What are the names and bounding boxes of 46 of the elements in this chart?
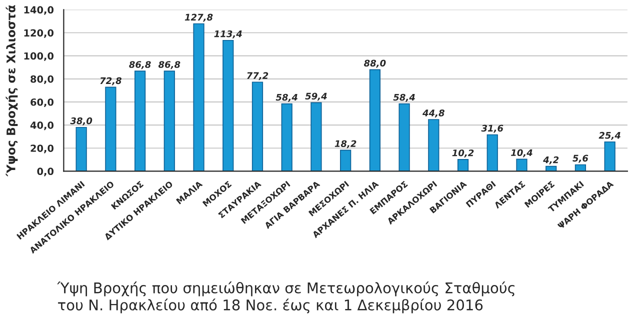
data-label: 10,2 <box>452 149 474 158</box>
bar <box>105 86 116 172</box>
bar <box>222 40 234 172</box>
bar <box>281 103 292 172</box>
data-label: 25,4 <box>598 132 620 140</box>
bar <box>76 126 87 172</box>
data-label: 4,2 <box>543 156 559 164</box>
bar <box>164 70 175 172</box>
bar <box>310 102 322 172</box>
data-label: 86,8 <box>158 61 180 70</box>
bar <box>516 158 528 172</box>
data-label: 38,0 <box>70 117 92 126</box>
bar <box>486 134 498 172</box>
text: Ύψη Βροχής που σημειώθηκαν σε Μετεωρολογικούς Σταθμούς του Ν. Ηρακλείου από 18 Νοε. έως και 1 Δεκεμβρίου 2016 <box>57 282 514 314</box>
bar <box>340 150 352 172</box>
y-tick-label: 120,0 <box>24 29 54 38</box>
y-axis-title: Ύψος Βροχής σε Χιλιοστά <box>6 5 18 176</box>
y-tick-label: 140,0 <box>24 6 54 15</box>
data-label: 5,6 <box>572 154 588 163</box>
bar <box>604 141 616 172</box>
data-label: 31,6 <box>481 124 504 133</box>
data-label: 58,4 <box>393 94 415 102</box>
y-tick-label: 60,0 <box>30 98 54 108</box>
data-label: 88,0 <box>364 60 386 68</box>
bar <box>457 159 469 172</box>
data-label: 44,8 <box>422 110 444 118</box>
data-label: 59,4 <box>305 92 327 101</box>
y-tick-label: 100,0 <box>24 52 54 61</box>
y-tick-label: 80,0 <box>30 75 54 84</box>
y-tick-label: 40,0 <box>30 122 54 130</box>
data-label: 18,2 <box>334 140 356 148</box>
bar <box>193 23 204 172</box>
bar <box>428 119 440 172</box>
data-label: 10,4 <box>510 149 532 158</box>
y-tick-label: 20,0 <box>30 144 54 154</box>
data-label: 86,8 <box>129 61 151 70</box>
bar <box>134 70 146 172</box>
data-label: 72,8 <box>100 77 122 86</box>
bar <box>398 103 410 172</box>
bar <box>369 69 380 172</box>
data-label: 127,8 <box>184 14 213 22</box>
data-label: 77,2 <box>247 72 268 80</box>
y-tick-label: 0,0 <box>37 168 54 176</box>
data-label: 113,4 <box>214 30 242 38</box>
bar <box>252 82 264 172</box>
data-label: 58,4 <box>276 94 298 102</box>
